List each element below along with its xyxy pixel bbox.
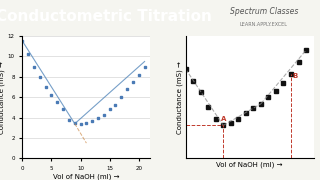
Text: LEARN.APPLY.EXCEL: LEARN.APPLY.EXCEL bbox=[240, 22, 288, 27]
Y-axis label: Conductance (mS) →: Conductance (mS) → bbox=[176, 61, 183, 134]
Text: B: B bbox=[292, 73, 298, 79]
Text: Conductometric Titration: Conductometric Titration bbox=[0, 9, 212, 24]
X-axis label: Vol of NaOH (ml) →: Vol of NaOH (ml) → bbox=[216, 161, 283, 168]
Y-axis label: Conductance (mS) →: Conductance (mS) → bbox=[0, 61, 5, 134]
Text: Spectrum Classes: Spectrum Classes bbox=[230, 7, 298, 16]
X-axis label: Vol of NaOH (ml) →: Vol of NaOH (ml) → bbox=[53, 174, 120, 180]
Text: A: A bbox=[221, 116, 226, 122]
